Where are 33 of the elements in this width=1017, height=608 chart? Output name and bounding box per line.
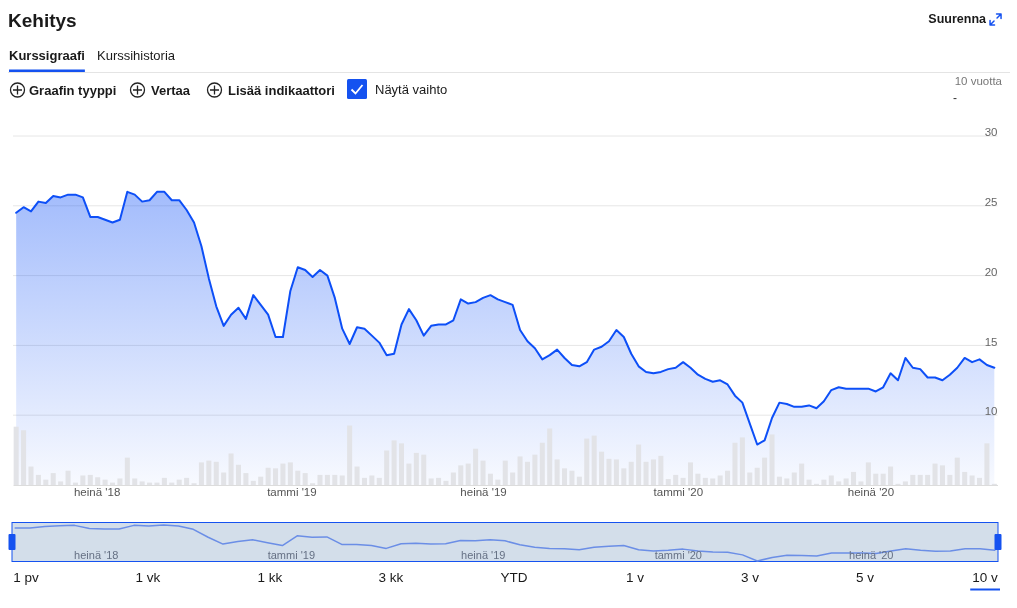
x-tick-label: tammi '20 [654,549,702,561]
x-tick-label: tammi '19 [267,486,317,498]
x-tick-label: heinä '20 [847,486,895,498]
text: 3 v [740,569,760,585]
chart-title: Kehitys [8,9,77,31]
y-tick-label: 30 [984,126,998,139]
y-tick-label: 10 [984,405,998,418]
x-tick-label: tammi '19 [267,549,316,561]
text: Näytä vaihto [375,81,448,97]
text: Kurssigraafi [9,47,85,63]
text: 1 pv [13,569,39,585]
x-tick-label: heinä '19 [461,549,506,561]
text: Suurenna [928,12,988,26]
x-tick-label: heinä '19 [460,486,507,498]
text: 3 kk [378,569,404,585]
text: 1 vk [135,569,161,585]
text: 10 v [972,569,998,585]
text: 10 vuotta [954,75,1003,87]
x-tick-label: heinä '18 [74,549,119,561]
text: 1 v [625,569,645,585]
text: Lisää indikaattori [228,82,335,98]
y-tick-label: 15 [984,335,998,348]
text: 1 kk [257,569,283,585]
y-tick-label: 20 [984,265,998,278]
x-tick-label: heinä '18 [73,486,121,498]
text: 5 v [855,569,875,585]
text: Graafin tyyppi [29,82,117,98]
text: Vertaa [151,82,191,98]
text: - [953,91,957,105]
text: YTD [500,569,528,585]
text: Kurssihistoria [97,47,176,63]
y-tick-label: 25 [984,195,998,208]
x-tick-label: tammi '20 [653,486,704,498]
